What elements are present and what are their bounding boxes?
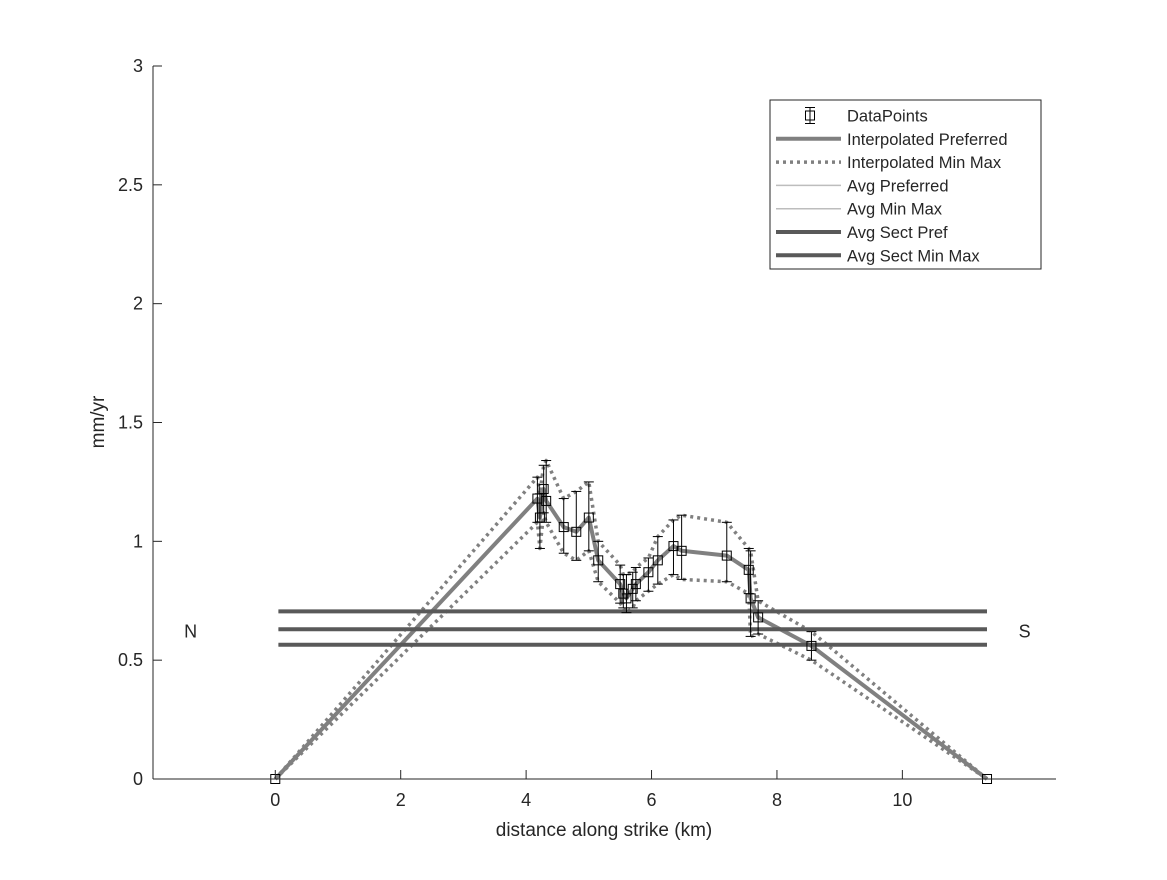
legend-item: Avg Min Max — [776, 201, 943, 219]
data-marker — [541, 495, 552, 506]
legend: DataPoints Interpolated Preferred Interpol… — [769, 99, 1042, 270]
y-tick-label: 3 — [133, 56, 143, 76]
y-tick-label: 1 — [133, 531, 143, 551]
data-point — [721, 521, 732, 583]
x-axis-label: distance along strike (km) — [496, 820, 712, 841]
x-tick-label: 10 — [892, 790, 912, 810]
legend-label: Avg Min Max — [847, 201, 943, 219]
data-marker — [621, 593, 632, 604]
data-marker — [571, 526, 582, 537]
data-point — [643, 557, 654, 592]
x-tick-label: 6 — [647, 790, 657, 810]
data-marker — [643, 567, 654, 578]
legend-item: Avg Sect Pref — [776, 224, 948, 242]
data-marker — [753, 612, 764, 623]
data-marker — [630, 579, 641, 590]
data-point — [621, 574, 632, 614]
data-point — [538, 464, 549, 514]
data-point — [753, 600, 764, 635]
y-axis-label: mm/yr — [88, 395, 109, 448]
legend-label: Avg Preferred — [847, 177, 949, 195]
legend-label: Interpolated Preferred — [847, 131, 1008, 149]
y-tick-label: 2.5 — [118, 175, 143, 195]
legend-item: Interpolated Min Max — [776, 154, 1002, 172]
data-point — [652, 536, 663, 585]
data-marker — [593, 555, 604, 566]
data-point — [571, 490, 582, 561]
axes: 0 2 4 6 8 10 0 0.5 1 1.5 2 2.5 3 — [118, 56, 1056, 810]
data-point — [593, 540, 604, 583]
data-marker — [806, 640, 817, 651]
legend-item: DataPoints — [805, 107, 928, 126]
data-marker — [538, 484, 549, 495]
data-marker — [558, 522, 569, 533]
data-point — [558, 498, 569, 554]
data-marker — [745, 593, 756, 604]
y-tick-label: 2 — [133, 294, 143, 314]
x-tick-label: 2 — [396, 790, 406, 810]
legend-label: Avg Sect Pref — [847, 224, 948, 242]
y-tick-label: 0.5 — [118, 650, 143, 670]
x-tick-label: 0 — [270, 790, 280, 810]
data-marker — [652, 555, 663, 566]
legend-box — [769, 99, 1042, 270]
data-point — [583, 481, 594, 552]
legend-item: Avg Preferred — [776, 177, 949, 195]
data-point — [630, 566, 641, 602]
annotation-label: N — [184, 622, 197, 642]
y-tick-label: 1.5 — [118, 413, 143, 433]
legend-label: Avg Sect Min Max — [847, 247, 980, 265]
x-tick-label: 4 — [521, 790, 531, 810]
data-point — [541, 460, 552, 523]
legend-item: Avg Sect Min Max — [776, 247, 980, 265]
legend-label: DataPoints — [847, 108, 928, 126]
legend-marker-symbol — [805, 110, 815, 121]
annotation-label: S — [1019, 622, 1031, 642]
legend-label: Interpolated Min Max — [847, 154, 1002, 172]
y-tick-label: 0 — [133, 769, 143, 789]
data-point — [806, 631, 817, 661]
x-tick-label: 8 — [772, 790, 782, 810]
data-marker — [721, 550, 732, 561]
data-point — [676, 514, 687, 580]
data-marker — [676, 545, 687, 556]
data-marker — [583, 512, 594, 523]
legend-item: Interpolated Preferred — [776, 131, 1008, 149]
data-point — [745, 550, 756, 637]
data-marker — [743, 564, 754, 575]
data-marker — [615, 579, 626, 590]
